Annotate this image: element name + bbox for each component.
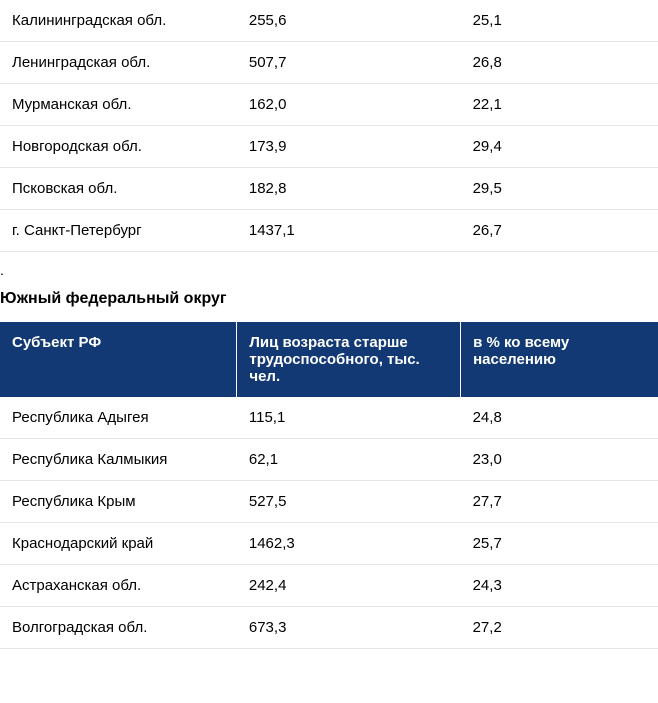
table-row: Республика Калмыкия 62,1 23,0 — [0, 439, 658, 481]
region-cell: Калининградская обл. — [0, 0, 237, 42]
count-cell: 182,8 — [237, 168, 461, 210]
percent-cell: 27,7 — [461, 481, 658, 523]
count-cell: 242,4 — [237, 565, 461, 607]
region-cell: г. Санкт-Петербург — [0, 210, 237, 252]
table-row: Псковская обл. 182,8 29,5 — [0, 168, 658, 210]
percent-cell: 25,1 — [461, 0, 658, 42]
percent-cell: 23,0 — [461, 439, 658, 481]
count-cell: 62,1 — [237, 439, 461, 481]
region-cell: Республика Адыгея — [0, 397, 237, 439]
region-cell: Астраханская обл. — [0, 565, 237, 607]
table-row: Мурманская обл. 162,0 22,1 — [0, 84, 658, 126]
count-cell: 115,1 — [237, 397, 461, 439]
percent-cell: 24,3 — [461, 565, 658, 607]
table-south: Субъект РФ Лиц возраста старше трудоспос… — [0, 322, 658, 649]
header-count: Лиц возраста старше трудоспособного, тыс… — [237, 322, 461, 397]
region-cell: Республика Калмыкия — [0, 439, 237, 481]
percent-cell: 22,1 — [461, 84, 658, 126]
table-south-body: Республика Адыгея 115,1 24,8 Республика … — [0, 397, 658, 649]
percent-cell: 29,4 — [461, 126, 658, 168]
table-northwest: Калининградская обл. 255,6 25,1 Ленингра… — [0, 0, 658, 252]
header-region: Субъект РФ — [0, 322, 237, 397]
percent-cell: 29,5 — [461, 168, 658, 210]
table-row: Новгородская обл. 173,9 29,4 — [0, 126, 658, 168]
region-cell: Волгоградская обл. — [0, 607, 237, 649]
count-cell: 1437,1 — [237, 210, 461, 252]
percent-cell: 27,2 — [461, 607, 658, 649]
table-northwest-body: Калининградская обл. 255,6 25,1 Ленингра… — [0, 0, 658, 252]
table-row: Краснодарский край 1462,3 25,7 — [0, 523, 658, 565]
count-cell: 1462,3 — [237, 523, 461, 565]
percent-cell: 24,8 — [461, 397, 658, 439]
table-row: Волгоградская обл. 673,3 27,2 — [0, 607, 658, 649]
percent-cell: 26,7 — [461, 210, 658, 252]
region-cell: Псковская обл. — [0, 168, 237, 210]
region-cell: Ленинградская обл. — [0, 42, 237, 84]
region-cell: Новгородская обл. — [0, 126, 237, 168]
percent-cell: 25,7 — [461, 523, 658, 565]
count-cell: 507,7 — [237, 42, 461, 84]
count-cell: 173,9 — [237, 126, 461, 168]
table-header-row: Субъект РФ Лиц возраста старше трудоспос… — [0, 322, 658, 397]
table-row: г. Санкт-Петербург 1437,1 26,7 — [0, 210, 658, 252]
percent-cell: 26,8 — [461, 42, 658, 84]
spacer-dot: . — [0, 252, 658, 282]
table-row: Калининградская обл. 255,6 25,1 — [0, 0, 658, 42]
count-cell: 162,0 — [237, 84, 461, 126]
table-row: Республика Крым 527,5 27,7 — [0, 481, 658, 523]
count-cell: 527,5 — [237, 481, 461, 523]
table-row: Астраханская обл. 242,4 24,3 — [0, 565, 658, 607]
table-row: Республика Адыгея 115,1 24,8 — [0, 397, 658, 439]
region-cell: Краснодарский край — [0, 523, 237, 565]
header-percent: в % ко всему населению — [461, 322, 658, 397]
table-row: Ленинградская обл. 507,7 26,8 — [0, 42, 658, 84]
region-cell: Республика Крым — [0, 481, 237, 523]
count-cell: 255,6 — [237, 0, 461, 42]
section-south-title: Южный федеральный округ — [0, 282, 658, 322]
region-cell: Мурманская обл. — [0, 84, 237, 126]
count-cell: 673,3 — [237, 607, 461, 649]
